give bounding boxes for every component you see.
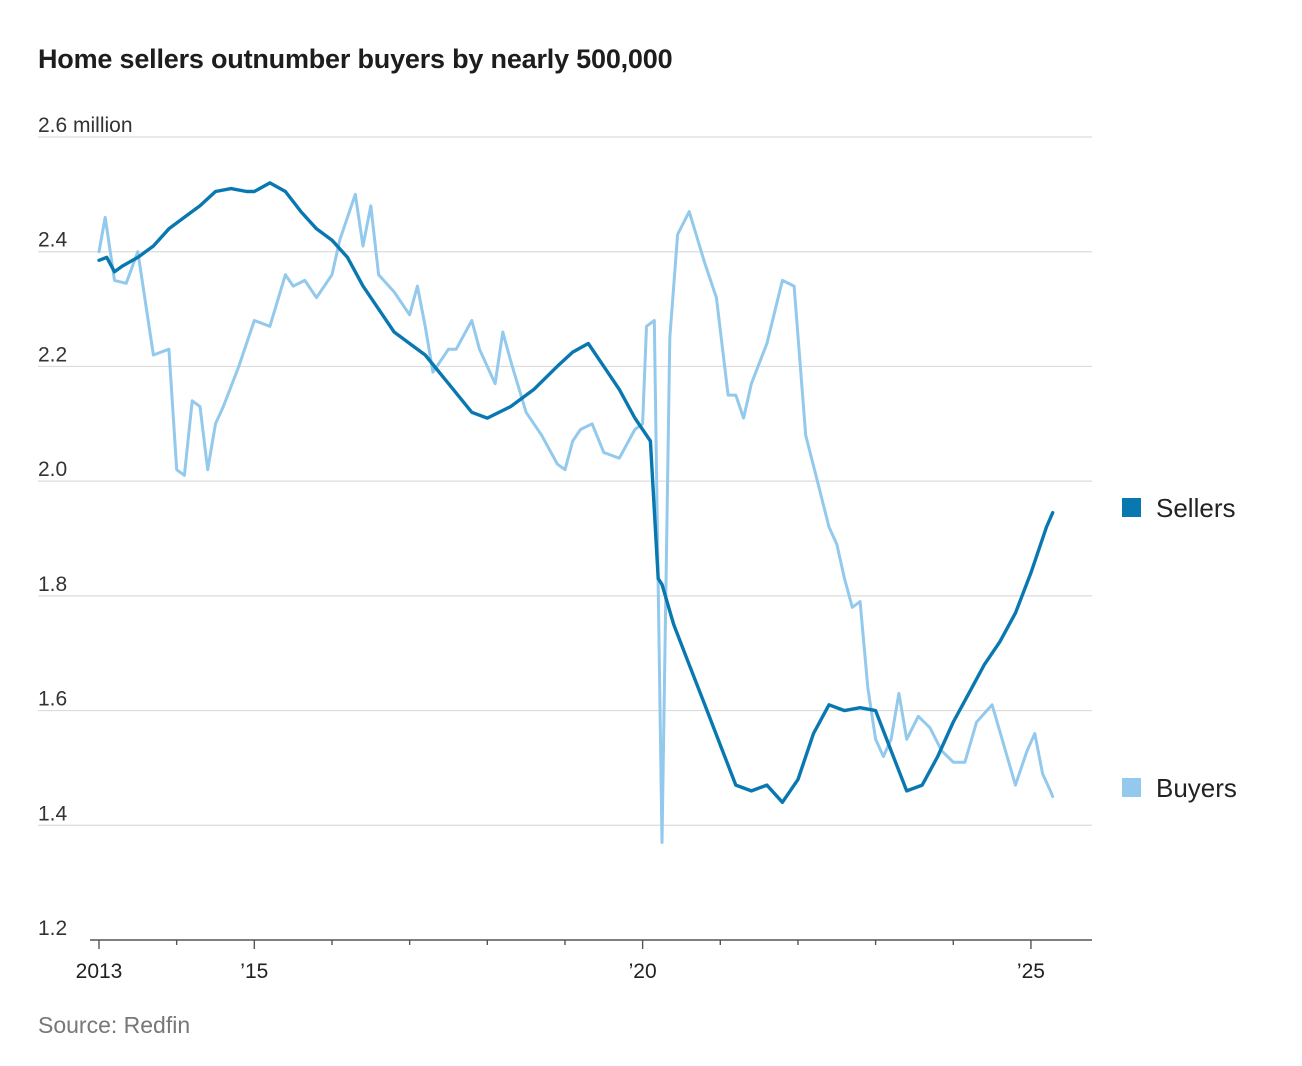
- x-tick-label: ’25: [1017, 960, 1045, 983]
- legend-swatch-buyers: [1122, 778, 1141, 797]
- y-axis-labels: 1.2 1.4 1.6 1.8 2.0 2.2 2.4 2.6 million: [38, 114, 133, 940]
- y-tick-label: 2.4: [38, 229, 68, 252]
- legend-label-sellers: Sellers: [1156, 493, 1235, 523]
- source-note: Source: Redfin: [38, 1012, 191, 1038]
- gridlines: [38, 136, 1092, 826]
- y-tick-label: 2.2: [38, 343, 67, 366]
- y-tick-label: 2.0: [38, 458, 67, 481]
- legend-label-buyers: Buyers: [1156, 773, 1237, 803]
- series-line-sellers: [97, 181, 1055, 804]
- x-tick-label: ’15: [240, 960, 268, 983]
- y-tick-label: 1.6: [38, 688, 67, 711]
- y-tick-label: 1.8: [38, 573, 67, 596]
- series-line-buyers: [97, 192, 1055, 844]
- chart-title: Home sellers outnumber buyers by nearly …: [38, 44, 673, 74]
- x-tick-label: ’20: [629, 960, 657, 983]
- x-tick-label: 2013: [76, 960, 123, 983]
- legend: Sellers Buyers: [1122, 493, 1237, 803]
- series-lines: [97, 181, 1055, 844]
- legend-swatch-sellers: [1122, 498, 1141, 517]
- x-axis: 2013 ’15 ’20 ’25: [76, 939, 1092, 983]
- y-tick-label: 2.6 million: [38, 114, 133, 137]
- y-tick-label: 1.2: [38, 917, 67, 940]
- y-tick-label: 1.4: [38, 802, 68, 825]
